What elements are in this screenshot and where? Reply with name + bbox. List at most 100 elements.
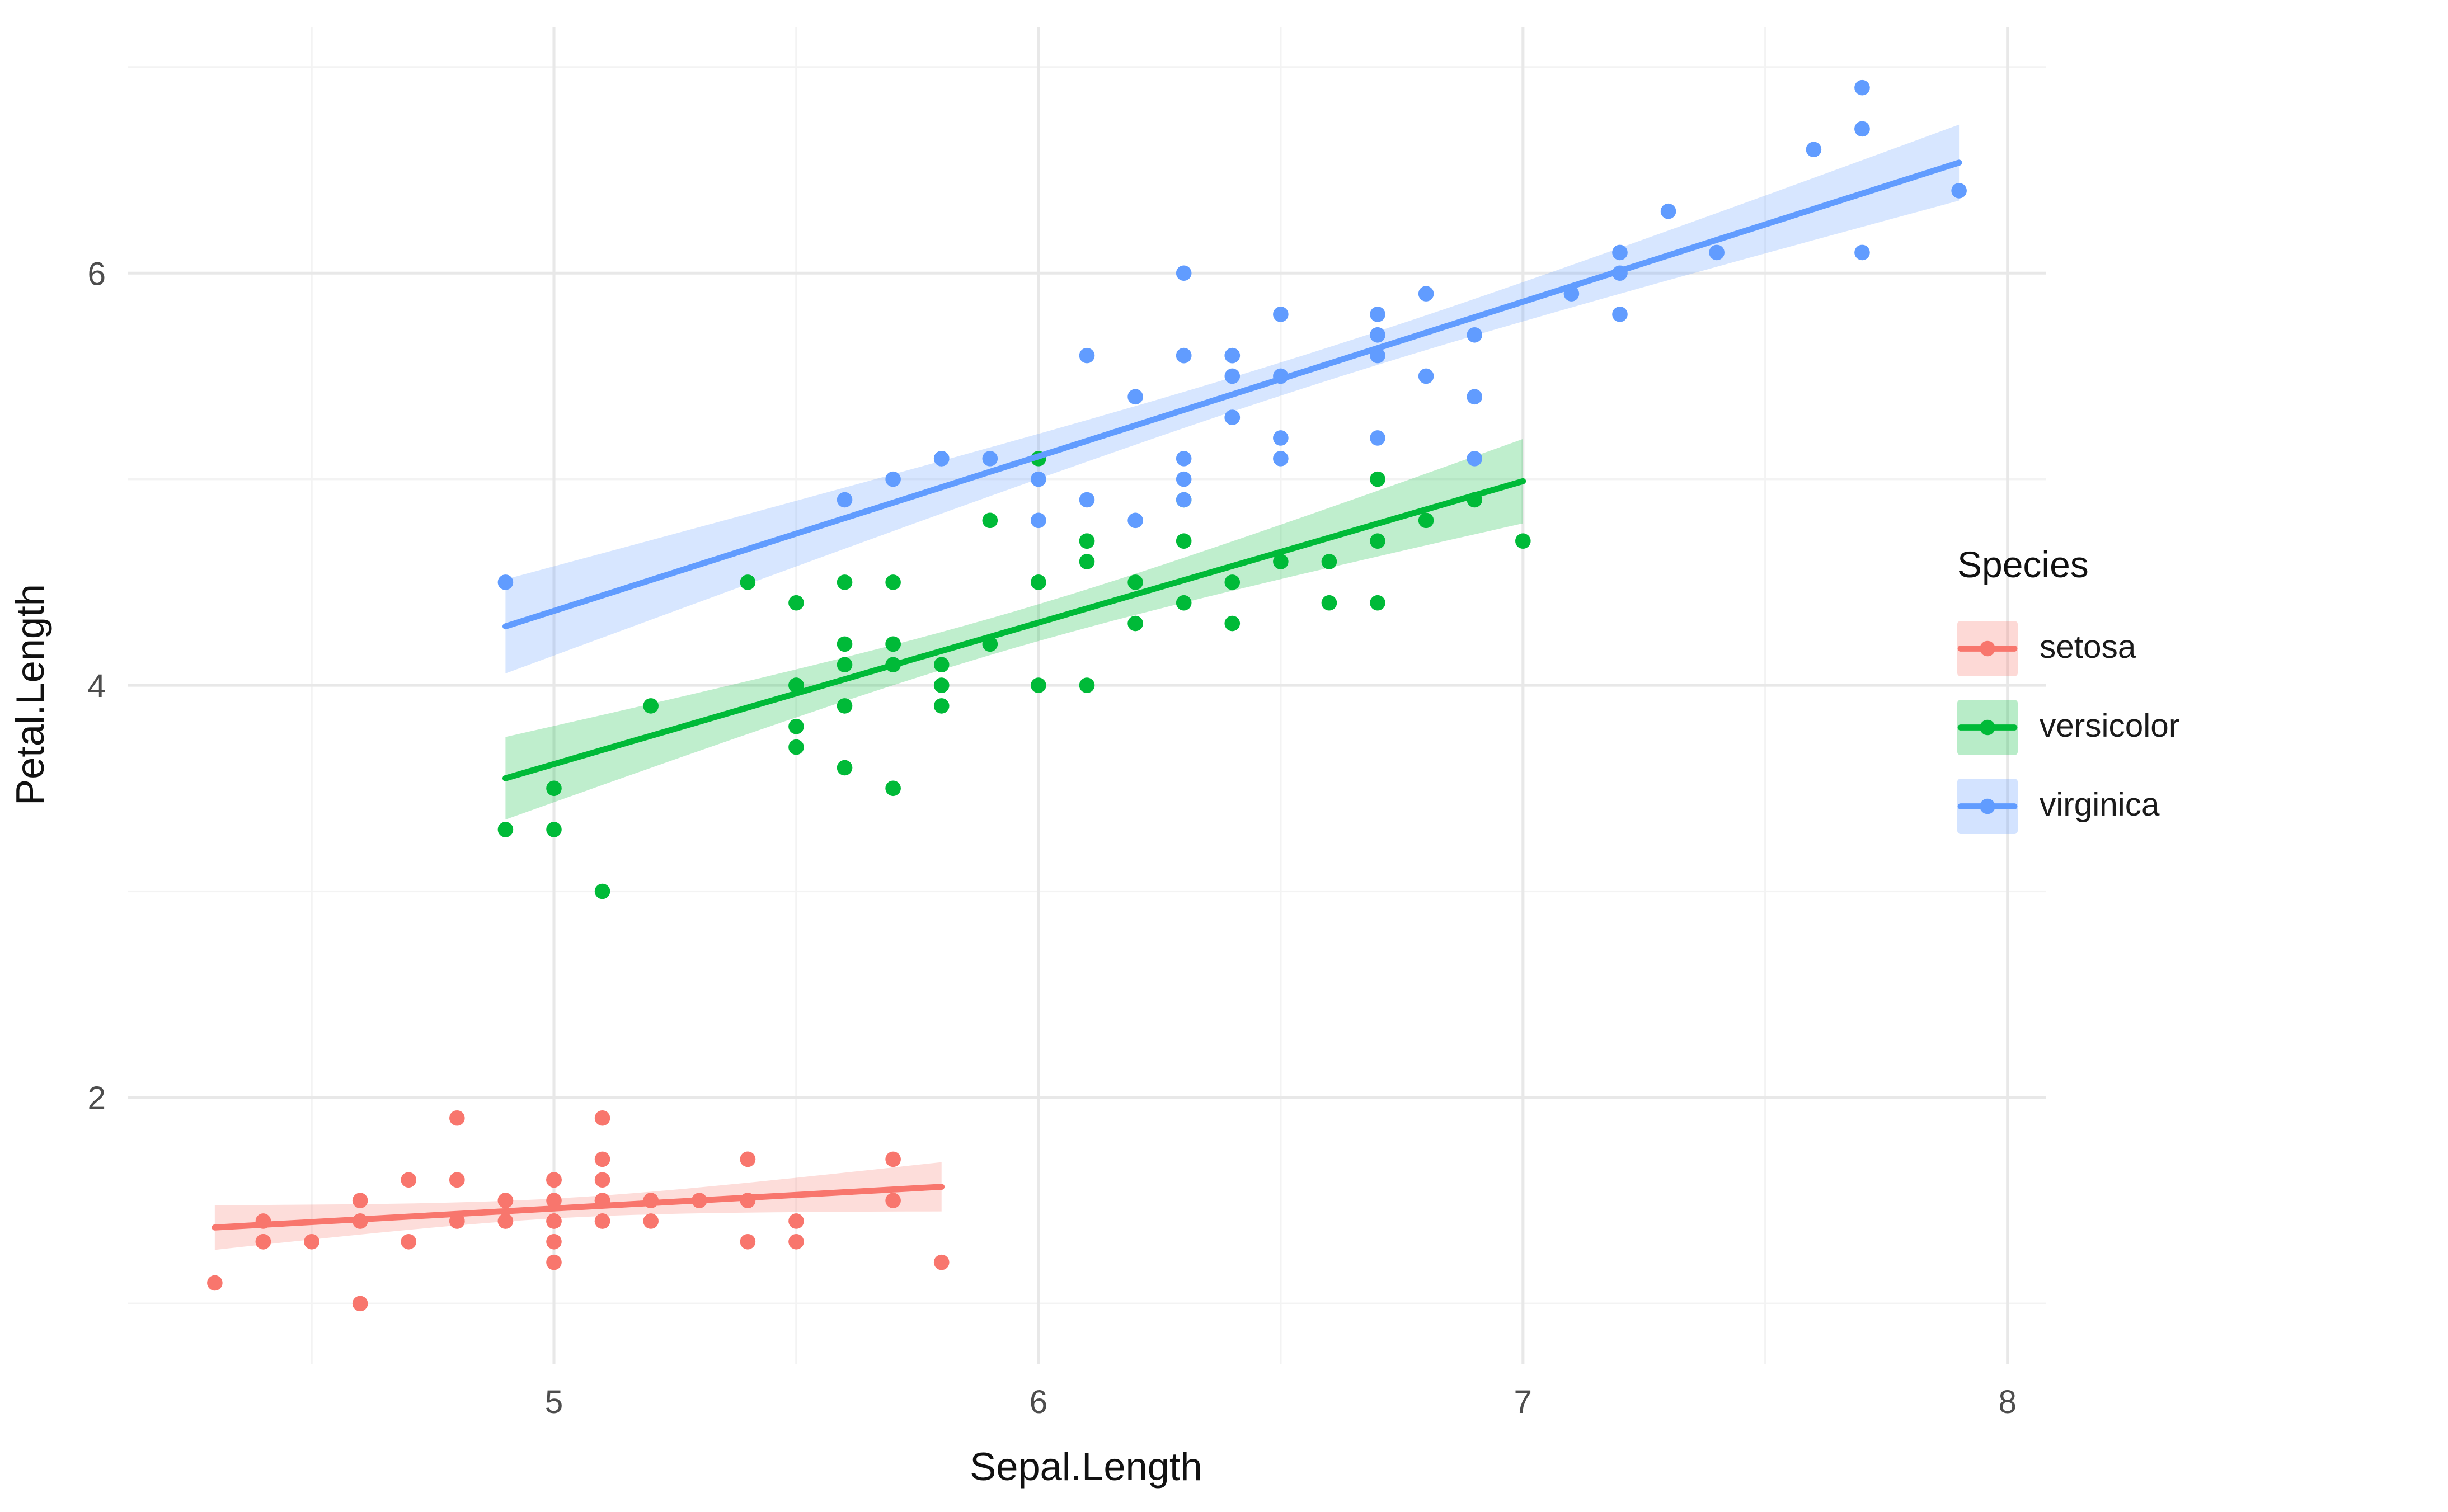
point-virginica	[982, 451, 998, 467]
point-setosa	[449, 1172, 465, 1188]
point-versicolor	[1370, 533, 1385, 549]
legend: Species setosa versicolor virgi	[1957, 540, 2179, 858]
legend-point-swatch	[1980, 798, 1995, 814]
point-virginica	[1224, 368, 1241, 384]
legend-title: Species	[1957, 544, 2089, 586]
point-versicolor	[837, 698, 853, 714]
point-virginica	[933, 451, 950, 467]
legend-key-virginica	[1957, 779, 2018, 834]
point-setosa	[352, 1193, 368, 1208]
point-virginica	[1273, 430, 1289, 446]
point-versicolor	[1370, 471, 1385, 487]
point-virginica	[1273, 307, 1289, 322]
point-virginica	[837, 492, 853, 508]
trend-lines	[212, 159, 1962, 1231]
point-setosa	[449, 1110, 465, 1126]
legend-item: virginica	[1957, 779, 2179, 834]
point-versicolor	[1079, 677, 1095, 693]
point-versicolor	[1176, 533, 1192, 549]
legend-point-swatch	[1980, 640, 1995, 657]
axis-tick-labels: 5 6 7 8 2 4 6	[87, 256, 2017, 1420]
point-versicolor	[885, 574, 901, 590]
point-virginica	[1176, 471, 1192, 487]
point-versicolor	[933, 677, 950, 693]
point-versicolor	[837, 636, 853, 652]
legend-label: versicolor	[2040, 708, 2180, 745]
point-virginica	[1418, 286, 1434, 302]
point-versicolor	[1224, 574, 1241, 590]
point-setosa	[546, 1172, 562, 1188]
point-virginica	[1467, 451, 1483, 467]
y-tick-label: 2	[87, 1080, 106, 1117]
point-virginica	[1370, 430, 1385, 446]
point-versicolor	[1079, 533, 1095, 549]
point-virginica	[1854, 244, 1870, 261]
point-versicolor	[1321, 595, 1337, 611]
point-setosa	[497, 1213, 514, 1229]
point-virginica	[1612, 307, 1628, 322]
point-setosa	[546, 1213, 562, 1229]
x-tick-label: 5	[545, 1384, 563, 1420]
point-setosa	[352, 1296, 368, 1312]
point-virginica	[1709, 244, 1725, 261]
point-virginica	[1079, 347, 1095, 364]
point-versicolor	[1079, 554, 1095, 569]
point-virginica	[1418, 368, 1434, 384]
point-versicolor	[885, 636, 901, 652]
y-tick-label: 4	[87, 668, 106, 704]
point-versicolor	[1031, 574, 1046, 590]
point-setosa	[207, 1275, 223, 1291]
y-tick-label: 6	[87, 256, 106, 292]
point-versicolor	[837, 574, 853, 590]
point-virginica	[1031, 512, 1046, 529]
point-setosa	[740, 1151, 756, 1167]
x-axis-title: Sepal.Length	[970, 1444, 1202, 1489]
legend-key-versicolor	[1957, 700, 2018, 755]
trend-line-setosa	[212, 1184, 945, 1231]
data-points	[207, 79, 1967, 1312]
point-setosa	[885, 1151, 901, 1167]
point-versicolor	[933, 657, 950, 673]
point-versicolor	[1127, 615, 1143, 632]
point-versicolor	[594, 883, 610, 899]
trend-line-versicolor	[502, 478, 1526, 781]
point-virginica	[1176, 265, 1192, 281]
point-setosa	[594, 1172, 610, 1188]
legend-item: versicolor	[1957, 700, 2179, 755]
point-versicolor	[1370, 595, 1385, 611]
point-setosa	[401, 1233, 417, 1250]
point-setosa	[546, 1193, 562, 1208]
point-versicolor	[546, 822, 562, 837]
point-versicolor	[788, 739, 804, 755]
point-versicolor	[1515, 533, 1531, 549]
point-setosa	[933, 1254, 950, 1270]
point-versicolor	[1321, 554, 1337, 569]
point-setosa	[788, 1213, 804, 1229]
ci-ribbon-virginica	[505, 124, 1960, 673]
point-virginica	[1273, 451, 1289, 467]
point-setosa	[643, 1213, 659, 1229]
point-virginica	[1854, 79, 1870, 96]
x-tick-label: 6	[1030, 1384, 1048, 1420]
point-setosa	[304, 1233, 319, 1250]
point-versicolor	[1224, 615, 1241, 632]
point-virginica	[1079, 492, 1095, 508]
point-virginica	[1176, 347, 1192, 364]
minor-gridlines	[127, 27, 2046, 1364]
point-versicolor	[643, 698, 659, 714]
point-virginica	[1127, 389, 1143, 405]
point-virginica	[1467, 327, 1483, 343]
point-versicolor	[497, 822, 514, 837]
point-versicolor	[740, 574, 756, 590]
legend-item: setosa	[1957, 621, 2179, 676]
point-virginica	[1951, 183, 1967, 199]
point-virginica	[1031, 471, 1046, 487]
point-setosa	[497, 1193, 514, 1208]
point-virginica	[1224, 347, 1241, 364]
point-setosa	[594, 1110, 610, 1126]
point-setosa	[255, 1233, 271, 1250]
point-virginica	[1806, 142, 1822, 158]
legend-point-swatch	[1980, 719, 1995, 736]
